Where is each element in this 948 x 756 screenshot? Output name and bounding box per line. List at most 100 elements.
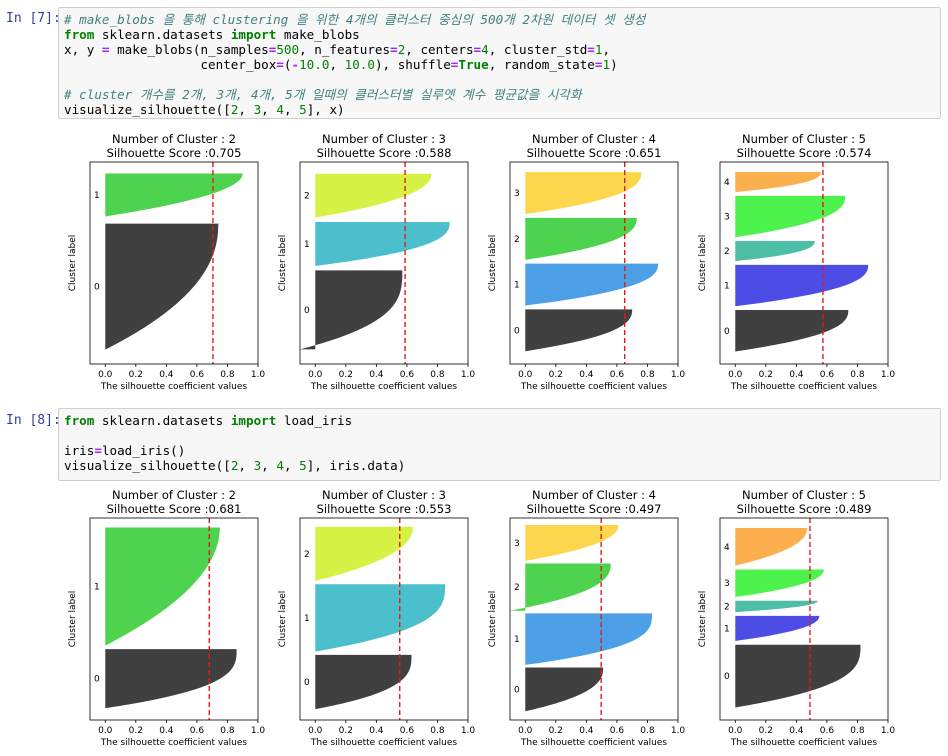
x-tick-label: 1.0 (671, 726, 686, 736)
y-axis-label: Cluster label (488, 591, 498, 648)
silhouette-bar (525, 263, 659, 306)
x-tick-label: 0.4 (369, 726, 384, 736)
x-axis-label: The silhouette coefficient values (100, 738, 248, 748)
y-axis-label: Cluster label (698, 235, 708, 292)
chart-title: Number of Cluster : 4 (532, 488, 656, 502)
code-token: , centers (405, 42, 474, 57)
cluster-label: 1 (724, 282, 730, 292)
x-axis-label: The silhouette coefficient values (520, 382, 668, 392)
y-axis-label: Cluster label (68, 235, 78, 292)
code-token: 10.0 (299, 57, 330, 72)
axes-frame (719, 161, 889, 365)
cluster-label: 2 (514, 235, 520, 245)
chart-subtitle: Silhouette Score :0.651 (527, 146, 662, 160)
code-token: 3 (253, 102, 262, 117)
axes-frame (89, 161, 259, 365)
code-token: = (268, 42, 277, 57)
silhouette-bar (510, 563, 611, 611)
axes-frame (509, 161, 679, 365)
x-axis-label: The silhouette coefficient values (730, 382, 878, 392)
silhouette-bar (315, 526, 414, 581)
code-token: , (329, 57, 345, 72)
silhouette-bar (105, 173, 243, 217)
cluster-label: 2 (304, 550, 310, 560)
cluster-label: 0 (724, 672, 730, 682)
cluster-label: 0 (724, 327, 730, 337)
x-axis-label: The silhouette coefficient values (730, 738, 878, 748)
code-token: , n_features (299, 42, 391, 57)
code-token: - (291, 57, 300, 72)
cluster-label: 1 (94, 583, 100, 593)
code-token: sklearn.datasets (94, 413, 231, 428)
code-token: = (450, 57, 459, 72)
code-line: visualize_silhouette([2, 3, 4, 5], x) (64, 102, 940, 117)
code-token: import (230, 413, 277, 428)
x-tick-label: 0.8 (850, 726, 865, 736)
cluster-label: 0 (514, 326, 520, 336)
x-tick-label: 0.6 (820, 726, 835, 736)
cell-prompt: In [8]: (6, 413, 61, 428)
chart-title: Number of Cluster : 3 (322, 488, 446, 502)
x-tick-label: 0.4 (789, 726, 804, 736)
cluster-label: 1 (724, 624, 730, 634)
cluster-label: 2 (514, 583, 520, 593)
x-tick-label: 1.0 (251, 726, 266, 736)
chart-subtitle: Silhouette Score :0.705 (107, 146, 242, 160)
x-tick-label: 0.2 (339, 370, 353, 380)
x-tick-label: 0.8 (640, 726, 655, 736)
code-cell-input[interactable]: from sklearn.datasets import load_iris ir… (58, 408, 941, 481)
code-line: from sklearn.datasets import load_iris (64, 413, 940, 428)
x-tick-label: 0.6 (190, 370, 205, 380)
x-tick-label: 0.6 (820, 370, 835, 380)
code-token: , (261, 102, 277, 117)
code-token: from (64, 413, 95, 428)
x-tick-label: 0.0 (308, 370, 323, 380)
silhouette-bar (525, 309, 633, 352)
code-cell-input[interactable]: # make_blobs 을 통해 clustering 을 위한 4개의 클러… (58, 7, 941, 119)
x-tick-label: 0.0 (308, 726, 323, 736)
y-axis-label: Cluster label (488, 235, 498, 292)
code-token: = (390, 42, 398, 57)
x-tick-label: 0.8 (850, 370, 865, 380)
cluster-label: 0 (304, 678, 310, 688)
x-tick-label: 0.4 (369, 370, 384, 380)
x-tick-label: 1.0 (461, 726, 476, 736)
code-line: # cluster 개수를 2개, 3개, 4개, 5개 일때의 클러스터별 실… (64, 87, 940, 102)
x-tick-label: 0.6 (400, 726, 415, 736)
code-token: center_box (64, 57, 277, 72)
code-token: load_iris (276, 413, 353, 428)
silhouette-bar (525, 613, 653, 665)
code-token: visualize_silhouette([ (64, 458, 231, 473)
x-axis-label: The silhouette coefficient values (100, 382, 248, 392)
code-token: = (594, 57, 603, 72)
x-tick-label: 0.2 (339, 726, 353, 736)
code-token: = (101, 42, 110, 57)
x-tick-label: 1.0 (881, 726, 896, 736)
cluster-label: 1 (94, 191, 100, 201)
code-token: 1 (594, 42, 603, 57)
code-token: ( (283, 57, 292, 72)
x-tick-label: 0.6 (400, 370, 415, 380)
x-tick-label: 0.4 (789, 370, 804, 380)
x-tick-label: 0.4 (579, 726, 594, 736)
code-token: 2 (230, 102, 239, 117)
code-token: import (230, 27, 277, 42)
cluster-label: 1 (514, 635, 520, 645)
silhouette-bar (735, 600, 818, 613)
code-token: , (238, 458, 254, 473)
cluster-label: 1 (304, 614, 310, 624)
silhouette-bar (315, 222, 450, 266)
axes-frame (719, 517, 889, 721)
code-token: 4 (481, 42, 489, 57)
x-axis-label: The silhouette coefficient values (310, 738, 458, 748)
code-token: # cluster 개수를 2개, 3개, 4개, 5개 일때의 클러스터별 실… (64, 87, 582, 102)
code-token: 500 (276, 42, 300, 57)
chart-title: Number of Cluster : 2 (112, 488, 236, 502)
cluster-label: 1 (304, 240, 310, 250)
x-tick-label: 0.0 (728, 726, 743, 736)
cluster-label: 3 (514, 539, 520, 549)
code-line: visualize_silhouette([2, 3, 4, 5], iris.… (64, 458, 940, 473)
